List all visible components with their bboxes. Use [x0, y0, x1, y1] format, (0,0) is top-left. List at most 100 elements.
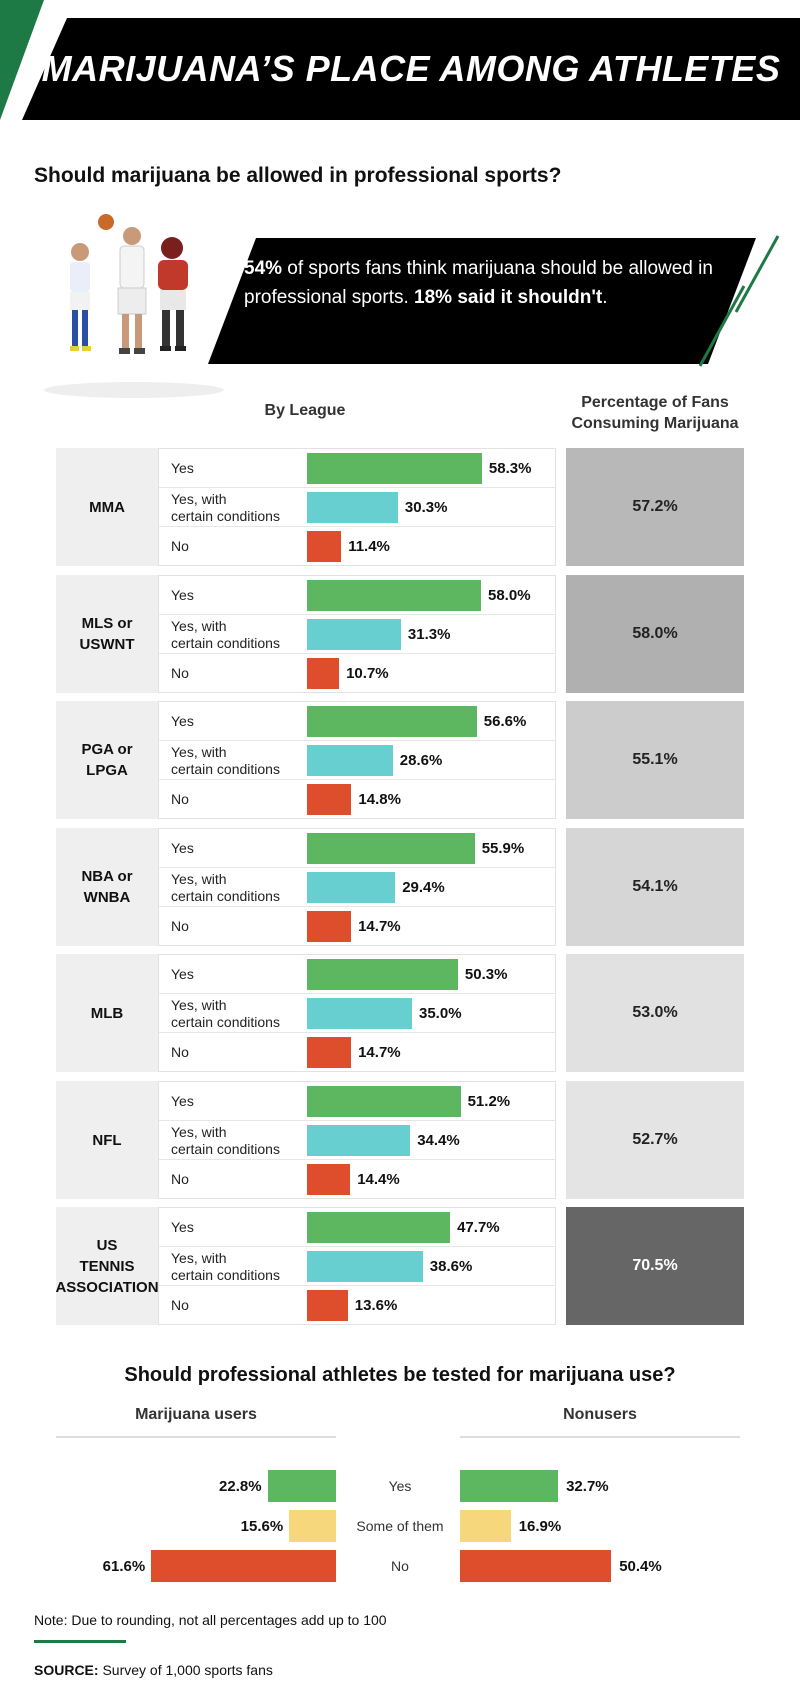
response-value: 10.7%: [346, 665, 389, 682]
response-row: Yes 55.9%: [159, 829, 555, 868]
nonusers-bar: [460, 1470, 559, 1502]
response-category: Yes: [388, 1478, 412, 1494]
response-bar: [307, 619, 401, 650]
response-label: Yes: [171, 460, 194, 476]
league-rows: Yes 55.9% Yes, with certain conditions 29.4…: [158, 828, 556, 946]
response-label: No: [171, 538, 189, 554]
league-name: NFL: [56, 1081, 158, 1199]
users-value: 15.6%: [240, 1517, 284, 1535]
fan-percentage-box: 53.0%: [566, 954, 744, 1072]
response-label: Yes: [171, 840, 194, 856]
response-row: No 14.7%: [159, 1033, 555, 1072]
callout-period: .: [602, 287, 608, 308]
league-rows: Yes 51.2% Yes, with certain conditions 34.4…: [158, 1081, 556, 1199]
fan-percentage-box: 54.1%: [566, 828, 744, 946]
rounding-note: Note: Due to rounding, not all percentag…: [34, 1612, 387, 1628]
fan-percentage-box: 52.7%: [566, 1081, 744, 1199]
response-value: 58.0%: [488, 587, 531, 604]
users-value: 22.8%: [219, 1477, 262, 1495]
source-text: Survey of 1,000 sports fans: [98, 1662, 273, 1678]
league-name: MMA: [56, 448, 158, 566]
response-row: Yes, with certain conditions 29.4%: [159, 868, 555, 907]
response-label: Yes, with certain conditions: [171, 1249, 280, 1283]
league-name: NBA or WNBA: [56, 828, 158, 946]
league-rows: Yes 58.3% Yes, with certain conditions 30.3…: [158, 448, 556, 566]
league-name: MLS or USWNT: [56, 575, 158, 693]
callout-body: of sports fans think marijuana should be…: [244, 258, 713, 308]
response-value: 14.4%: [357, 1171, 400, 1188]
response-bar: [307, 1037, 352, 1068]
page-title: MARIJUANA’S PLACE AMONG ATHLETES: [41, 48, 781, 89]
league-block: MLB Yes 50.3% Yes, with certain conditions 3…: [56, 954, 556, 1072]
response-label: Yes, with certain conditions: [171, 870, 280, 904]
response-bar: [307, 1125, 411, 1156]
question-testing: Should professional athletes be tested f…: [124, 1364, 676, 1386]
league-rows: Yes 50.3% Yes, with certain conditions 35.0…: [158, 954, 556, 1072]
nonusers-bar: [460, 1510, 511, 1542]
response-bar: [307, 911, 352, 942]
response-row: Yes, with certain conditions 31.3%: [159, 615, 555, 654]
league-block: PGA or LPGA Yes 56.6% Yes, with certain con…: [56, 701, 556, 819]
response-label: Yes: [171, 713, 194, 729]
response-value: 13.6%: [354, 1297, 398, 1314]
response-label: Yes: [171, 587, 194, 603]
response-bar: [307, 531, 342, 562]
response-value: 56.6%: [483, 713, 527, 730]
response-bar: [307, 1164, 351, 1195]
decorative-green-lines: [698, 235, 780, 367]
response-label: Yes, with certain conditions: [171, 617, 280, 651]
response-value: 14.7%: [358, 918, 401, 935]
response-bar: [307, 492, 398, 523]
response-bar: [307, 706, 477, 737]
response-bar: [307, 784, 352, 815]
users-bar: [267, 1470, 336, 1502]
response-row: Yes 50.3%: [159, 955, 555, 994]
league-name: US TENNIS ASSOCIATION: [55, 1207, 159, 1325]
title-banner: [22, 18, 800, 120]
nonusers-group-divider: [460, 1436, 740, 1438]
nonusers-value: 16.9%: [518, 1517, 562, 1535]
response-row: No 11.4%: [159, 527, 555, 566]
users-value: 61.6%: [102, 1557, 146, 1575]
response-bar: [307, 872, 396, 903]
response-label: Yes: [171, 1219, 194, 1235]
response-value: 35.0%: [419, 1005, 462, 1022]
response-value: 47.7%: [457, 1219, 500, 1236]
users-group-divider: [56, 1436, 336, 1438]
nonusers-bar: [460, 1550, 612, 1582]
response-row: Yes 58.3%: [159, 449, 555, 488]
response-row: No 13.6%: [159, 1286, 555, 1325]
response-value: 34.4%: [417, 1132, 460, 1149]
response-row: Yes, with certain conditions 35.0%: [159, 994, 555, 1033]
response-bar: [307, 1212, 451, 1243]
response-value: 11.4%: [348, 538, 390, 555]
fan-percentage-box: 57.2%: [566, 448, 744, 566]
response-label: No: [171, 791, 189, 807]
response-value: 28.6%: [399, 752, 443, 769]
fan-percentage-box: 55.1%: [566, 701, 744, 819]
response-value: 14.8%: [358, 791, 401, 808]
league-name: PGA or LPGA: [56, 701, 158, 819]
league-rows: Yes 47.7% Yes, with certain conditions 38.6…: [158, 1207, 556, 1325]
response-row: Yes 51.2%: [159, 1082, 555, 1121]
response-value: 58.3%: [488, 460, 532, 477]
response-label: No: [171, 1297, 189, 1313]
callout-stat-allowed: 54%: [244, 258, 283, 279]
response-bar: [307, 580, 481, 611]
callout-banner: [208, 238, 756, 364]
response-value: 55.9%: [481, 840, 525, 857]
source-label: SOURCE:: [34, 1662, 99, 1678]
league-rows: Yes 56.6% Yes, with certain conditions 28.6…: [158, 701, 556, 819]
league-block: MMA Yes 58.3% Yes, with certain conditions 3…: [56, 448, 556, 566]
response-label: Yes, with certain conditions: [171, 490, 280, 524]
response-row: Yes 58.0%: [159, 576, 555, 615]
league-block: NBA or WNBA Yes 55.9% Yes, with certain con…: [56, 828, 556, 946]
response-bar: [307, 658, 340, 689]
note-divider: [34, 1640, 126, 1643]
response-value: 14.7%: [358, 1044, 401, 1061]
response-bar: [307, 1290, 348, 1321]
response-value: 38.6%: [429, 1258, 473, 1275]
response-label: No: [171, 1044, 189, 1060]
response-category: No: [391, 1558, 409, 1574]
response-row: Yes 47.7%: [159, 1208, 555, 1247]
